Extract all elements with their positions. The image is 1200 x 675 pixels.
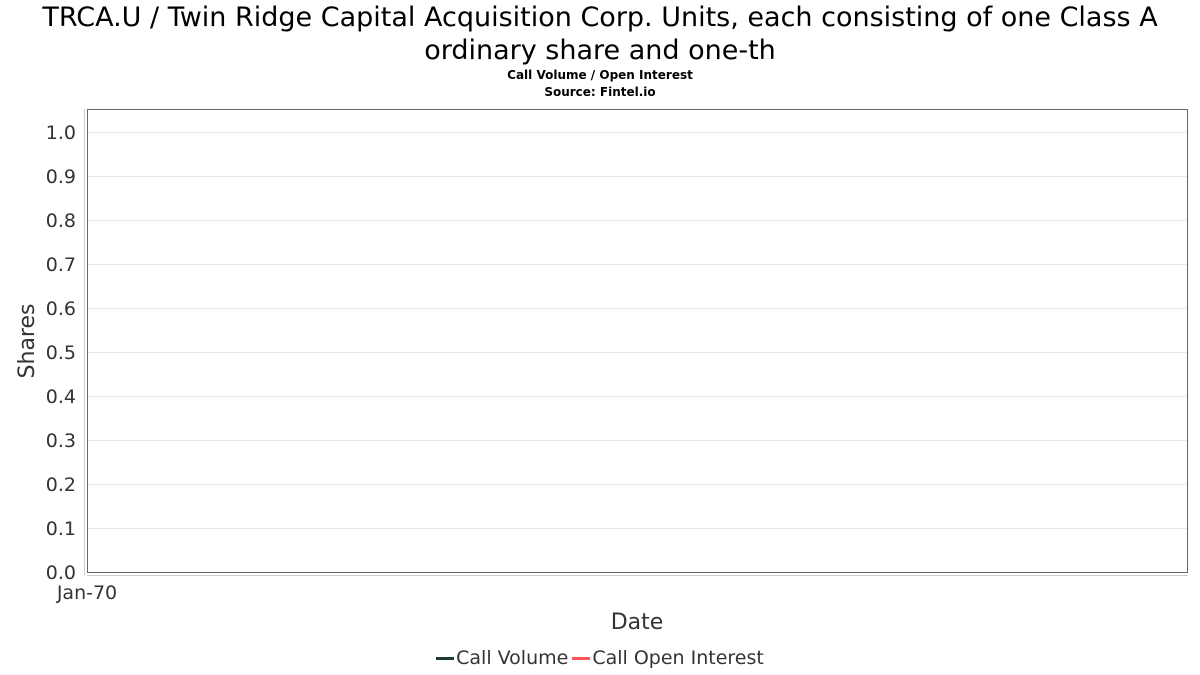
- y-tick-label: 0.5: [46, 342, 76, 364]
- legend-swatch-call-volume: [436, 656, 455, 660]
- y-tick-label: 0.3: [46, 430, 76, 452]
- legend-label-call-volume: Call Volume: [456, 647, 569, 669]
- legend: Call Volume Call Open Interest: [0, 647, 1200, 669]
- y-tick-label: 0.2: [46, 474, 76, 496]
- y-tick-label: 0.6: [46, 298, 76, 320]
- legend-label-call-open-interest: Call Open Interest: [592, 647, 764, 669]
- chart-subtitle: Call Volume / Open Interest: [507, 68, 693, 82]
- legend-item-call-open-interest[interactable]: Call Open Interest: [572, 647, 764, 669]
- x-axis-title: Date: [611, 610, 664, 635]
- chart-title-line-2: ordinary share and one-th: [424, 35, 776, 66]
- x-tick-label: Jan-70: [56, 582, 117, 604]
- y-axis-ticks: 0.0 0.1 0.2 0.3 0.4 0.5 0.6 0.7 0.8 0.9 1.0: [46, 122, 76, 584]
- y-tick-label: 0.1: [46, 518, 76, 540]
- y-tick-label: 0.9: [46, 166, 76, 188]
- y-axis-title: Shares: [15, 304, 40, 379]
- y-tick-label: 0.8: [46, 210, 76, 232]
- chart-source: Source: Fintel.io: [544, 85, 656, 99]
- x-axis-ticks: Jan-70: [56, 582, 117, 604]
- grid-lines: [87, 132, 1187, 529]
- plot-area-frame: [87, 109, 1188, 573]
- y-tick-label: 1.0: [46, 122, 76, 144]
- legend-swatch-call-open-interest: [572, 656, 591, 660]
- y-tick-label: 0.7: [46, 254, 76, 276]
- y-tick-label: 0.0: [46, 562, 76, 584]
- chart-title-line-1: TRCA.U / Twin Ridge Capital Acquisition …: [42, 2, 1158, 33]
- legend-item-call-volume[interactable]: Call Volume: [436, 647, 568, 669]
- y-tick-label: 0.4: [46, 386, 76, 408]
